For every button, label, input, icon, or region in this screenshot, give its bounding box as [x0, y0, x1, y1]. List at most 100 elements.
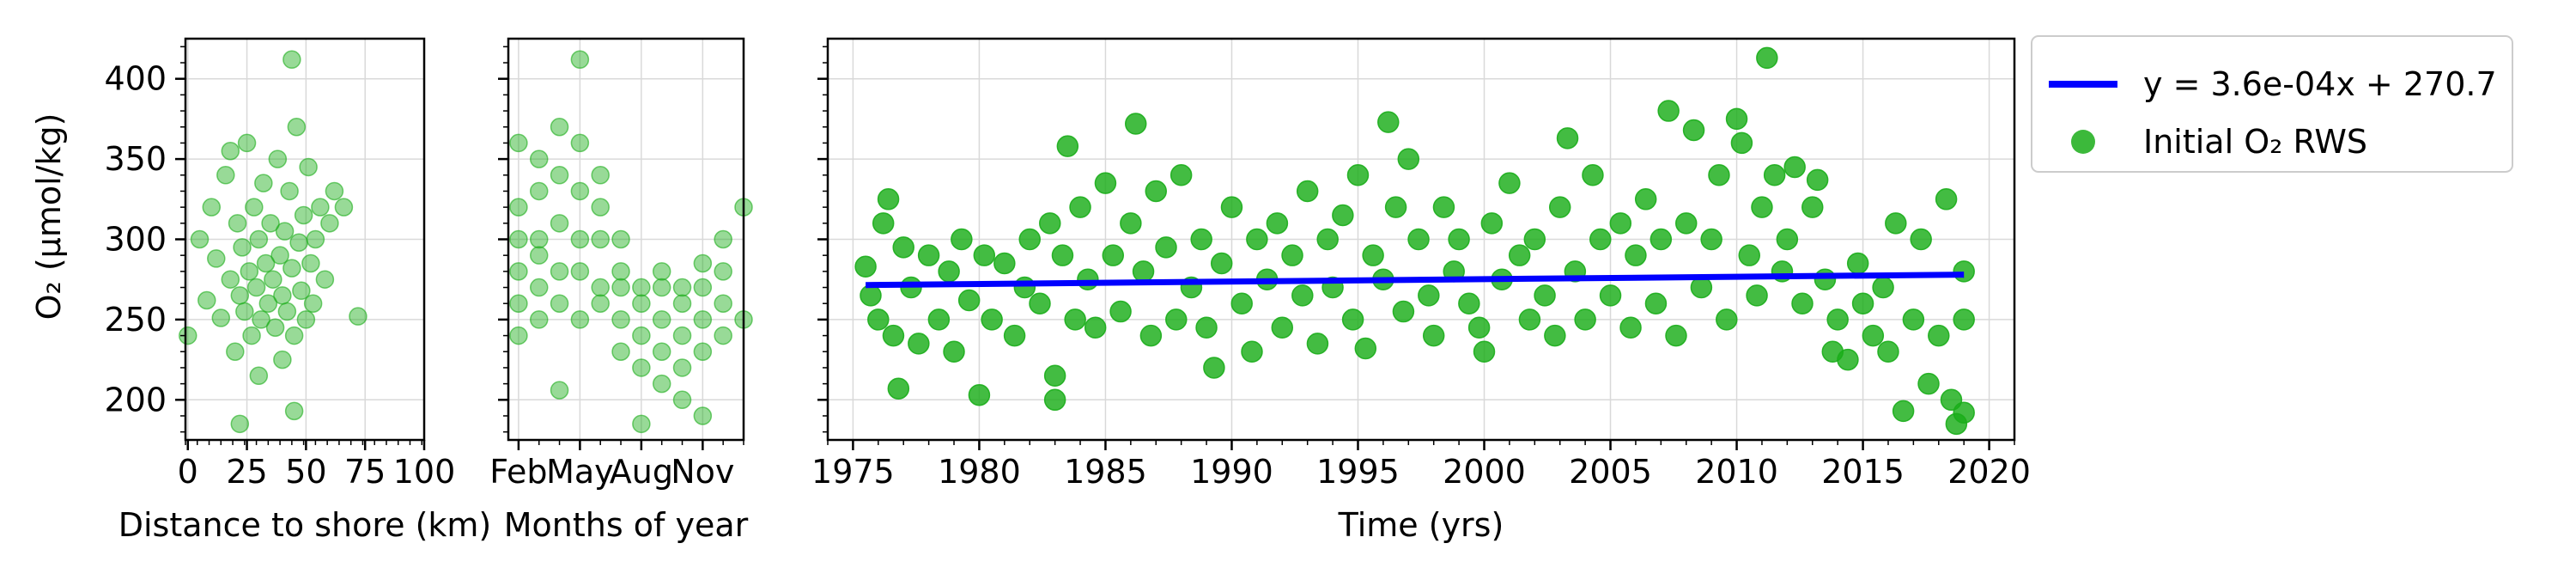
data-point: [1316, 228, 1339, 251]
data-point: [249, 229, 269, 249]
data-point: [693, 342, 713, 362]
data-point: [591, 278, 610, 297]
data-point: [652, 342, 671, 362]
data-point: [550, 166, 569, 185]
data-point: [237, 133, 257, 153]
data-point: [283, 259, 301, 278]
data-point: [1271, 316, 1294, 339]
data-point: [1862, 324, 1885, 347]
x-tick-label: 25: [226, 453, 267, 491]
panel-time: 1975 1980 1985 1990 1995 2000 2005 2010 2015 2020…: [811, 37, 2031, 544]
data-point: [872, 212, 895, 235]
data-point: [1132, 260, 1155, 283]
data-point: [1837, 348, 1859, 371]
data-point: [1306, 333, 1329, 355]
data-point: [611, 229, 630, 249]
data-point: [1458, 292, 1480, 314]
x-tick-label: 1990: [1190, 453, 1273, 491]
data-point: [1230, 292, 1253, 314]
data-point: [1582, 164, 1604, 186]
data-point: [1077, 268, 1099, 290]
data-point: [908, 333, 930, 355]
x-tick-label: 2015: [1821, 453, 1905, 491]
data-point: [1467, 316, 1491, 339]
data-point: [672, 390, 692, 410]
data-point: [245, 198, 264, 217]
data-point: [570, 262, 590, 281]
data-point: [334, 198, 354, 217]
data-point: [1170, 164, 1193, 186]
data-point: [228, 214, 247, 233]
data-point: [287, 117, 307, 137]
y-tick-label: 200: [104, 381, 167, 418]
chart-panels: 0 25 50 75 100 200 250 300 350 400 Distance to sho…: [104, 37, 2031, 544]
data-point: [1851, 292, 1874, 314]
data-point: [235, 302, 254, 321]
data-point: [509, 326, 528, 345]
data-point: [265, 318, 285, 337]
data-point: [1448, 228, 1470, 251]
data-point: [529, 181, 549, 201]
x-tick-label: Feb: [489, 453, 547, 491]
data-point: [1872, 276, 1894, 299]
data-point: [1523, 228, 1546, 251]
data-point: [306, 229, 325, 249]
data-point: [1210, 252, 1233, 275]
x-tick-label: 1995: [1316, 453, 1400, 491]
data-point: [246, 278, 266, 297]
data-point: [993, 252, 1016, 275]
data-point: [1362, 244, 1384, 266]
x-tick-label: 50: [285, 453, 326, 491]
data-point: [1155, 236, 1177, 259]
data-point: [1674, 212, 1698, 235]
data-point: [938, 260, 960, 283]
data-point: [1384, 196, 1407, 218]
y-tick-label: 350: [104, 140, 167, 178]
data-point: [927, 308, 951, 331]
data-point: [570, 133, 590, 153]
data-point: [550, 381, 569, 400]
data-point: [509, 294, 528, 313]
data-point: [1418, 284, 1440, 307]
data-point: [1039, 212, 1061, 235]
data-point: [693, 310, 713, 329]
y-axis-label: O₂ (μmol/kg): [30, 113, 68, 321]
data-point: [1139, 324, 1163, 347]
data-point: [1043, 388, 1066, 412]
data-point: [1124, 113, 1147, 135]
data-point: [1885, 212, 1907, 235]
data-point: [1599, 284, 1622, 307]
data-point: [1346, 164, 1370, 186]
data-point: [1625, 244, 1647, 266]
data-point: [1548, 196, 1571, 218]
data-point: [1665, 324, 1687, 347]
data-point: [1746, 284, 1768, 307]
data-point: [632, 294, 651, 313]
data-point: [292, 281, 311, 301]
data-point: [632, 358, 651, 377]
data-point: [1084, 316, 1107, 339]
data-point: [1928, 324, 1950, 347]
data-point: [1935, 188, 1958, 211]
data-point: [1422, 324, 1445, 347]
data-point: [1064, 308, 1086, 331]
data-point: [1069, 196, 1091, 218]
data-point: [1690, 276, 1713, 299]
data-point: [320, 214, 339, 233]
data-point: [611, 310, 630, 329]
data-point: [550, 262, 569, 281]
data-point: [632, 326, 651, 345]
data-point: [714, 262, 732, 281]
data-point: [1791, 292, 1814, 314]
data-point: [611, 342, 630, 362]
data-point: [693, 253, 713, 273]
data-point: [968, 383, 991, 406]
legend: y = 3.6e-04x + 270.7 Initial O₂ RWS: [2031, 35, 2513, 173]
data-point: [951, 228, 973, 251]
y-tick-label: 300: [104, 221, 167, 259]
data-point: [1953, 260, 1975, 283]
data-point: [1708, 164, 1730, 186]
data-point: [652, 278, 671, 297]
data-point: [529, 150, 549, 168]
